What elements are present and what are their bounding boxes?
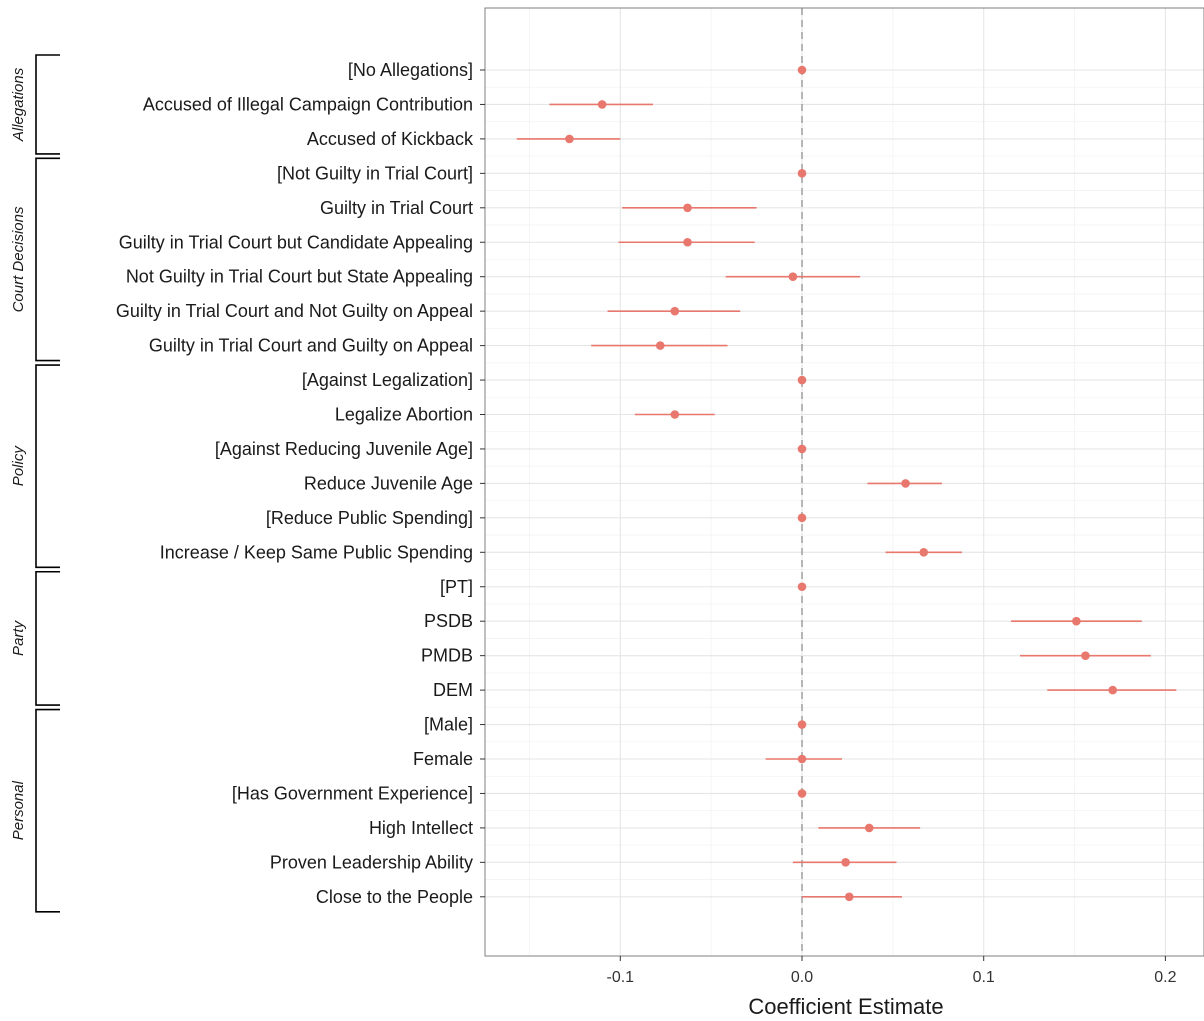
category-label: Female [413,749,473,769]
category-label: PSDB [424,611,473,631]
category-label: DEM [433,680,473,700]
category-label: Not Guilty in Trial Court but State Appe… [126,267,473,287]
estimate-point [655,341,665,350]
estimate-point [797,754,807,764]
x-axis-ticks: -0.1 0.0 0.1 0.2 [607,956,1177,986]
category-label: [Reduce Public Spending] [266,508,473,528]
category-label: Guilty in Trial Court [320,198,473,218]
estimate-point [1072,616,1081,626]
estimate-point [683,237,692,247]
estimate-point [1108,685,1118,695]
x-axis-title: Coefficient Estimate [748,994,943,1019]
estimate-point [683,203,692,213]
estimate-point [670,306,680,316]
category-label: Guilty in Trial Court and Guilty on Appe… [149,336,473,356]
x-tick-label: 0.2 [1154,969,1176,986]
estimate-point [797,444,807,454]
category-label: High Intellect [369,818,473,838]
estimate-point [597,100,607,109]
group-label: Personal [10,780,27,840]
grid-layer [485,8,1204,956]
estimate-point [1081,651,1090,660]
estimate-point [841,858,850,867]
category-label: Increase / Keep Same Public Spending [160,542,473,562]
category-label: [PT] [440,577,473,597]
category-label: [Not Guilty in Trial Court] [277,163,473,183]
group-label: Party [10,619,27,656]
category-label: [Male] [424,715,473,735]
x-tick-label: -0.1 [607,969,635,986]
estimate-point [565,134,574,144]
category-labels: [No Allegations] Accused of Illegal Campa… [116,60,485,907]
category-label: Accused of Illegal Campaign Contribution [143,94,473,114]
estimate-point [670,410,680,419]
x-tick-label: 0.1 [973,969,995,986]
panel-border [484,7,1204,957]
category-label: Legalize Abortion [335,405,473,425]
category-label: Accused of Kickback [307,129,474,149]
group-label: Court Decisions [10,206,27,312]
category-label: [Against Legalization] [302,370,473,390]
group-label: Allegations [10,67,27,142]
panel-background [485,8,1204,956]
group-bracket [35,54,60,155]
estimate-point [797,169,807,178]
group-bracket [35,708,60,913]
estimate-point [901,479,910,488]
estimate-point [919,548,929,557]
estimate-point [797,582,807,592]
estimate-point [797,720,807,729]
group-bracket [35,364,60,569]
category-label: PMDB [421,646,473,666]
group-label: Policy [10,445,27,487]
category-label: Close to the People [316,887,473,907]
estimate-point [797,65,807,75]
group-brackets: Allegations Court Decisions Policy Party Per… [10,54,60,913]
marks-layer [516,65,1177,902]
estimate-point [797,789,807,798]
estimate-point [797,513,807,523]
category-label: Guilty in Trial Court and Not Guilty on … [116,301,473,321]
category-label: Guilty in Trial Court but Candidate Appe… [119,232,473,252]
category-label: Proven Leadership Ability [270,852,473,872]
estimate-point [844,892,854,902]
estimate-point [864,823,874,833]
group-bracket [35,157,60,362]
category-label: [Against Reducing Juvenile Age] [215,439,473,459]
category-label: [Has Government Experience] [232,783,473,803]
estimate-point [788,272,798,282]
estimate-point [797,375,807,385]
x-tick-label: 0.0 [791,969,813,986]
category-label: [No Allegations] [348,60,473,80]
category-label: Reduce Juvenile Age [304,473,473,493]
group-bracket [35,570,60,706]
